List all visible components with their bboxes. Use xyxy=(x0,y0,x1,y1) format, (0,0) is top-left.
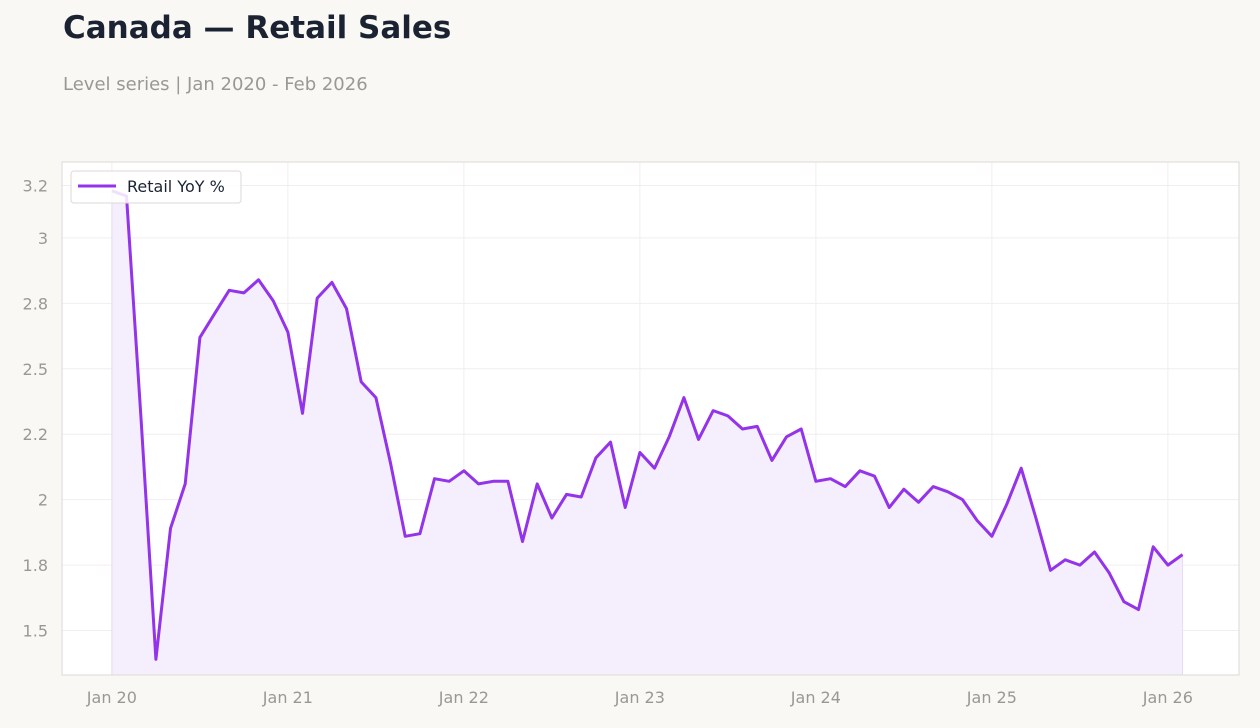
y-tick-label: 1.5 xyxy=(23,622,48,641)
chart-subtitle: Level series | Jan 2020 - Feb 2026 xyxy=(63,74,368,95)
y-tick-label: 1.8 xyxy=(23,556,48,575)
x-tick-label: Jan 21 xyxy=(262,688,313,707)
chart-title: Canada — Retail Sales xyxy=(63,10,452,46)
y-tick-label: 3 xyxy=(38,229,48,248)
x-tick-label: Jan 23 xyxy=(614,688,665,707)
y-axis-ticks: 1.5 1.8 2 2.2 2.5 2.8 3 3.2 xyxy=(23,177,48,641)
x-tick-label: Jan 26 xyxy=(1142,688,1193,707)
plot-frame xyxy=(61,161,1240,676)
legend-label: Retail YoY % xyxy=(127,177,225,196)
x-tick-label: Jan 20 xyxy=(86,688,137,707)
y-tick-label: 3.2 xyxy=(23,177,48,196)
legend-box xyxy=(70,170,242,204)
x-tick-label: Jan 25 xyxy=(966,688,1017,707)
y-tick-label: 2.5 xyxy=(23,360,48,379)
x-axis-ticks: Jan 20 Jan 21 Jan 22 Jan 23 Jan 24 Jan 25 Jan … xyxy=(86,688,1193,707)
y-tick-label: 2.8 xyxy=(23,294,48,313)
x-tick-label: Jan 24 xyxy=(790,688,841,707)
series-line-retail-yoy xyxy=(111,189,1184,661)
y-tick-label: 2.2 xyxy=(23,425,48,444)
legend: Retail YoY % xyxy=(70,170,242,204)
x-tick-label: Jan 22 xyxy=(438,688,489,707)
y-tick-label: 2 xyxy=(38,491,48,510)
